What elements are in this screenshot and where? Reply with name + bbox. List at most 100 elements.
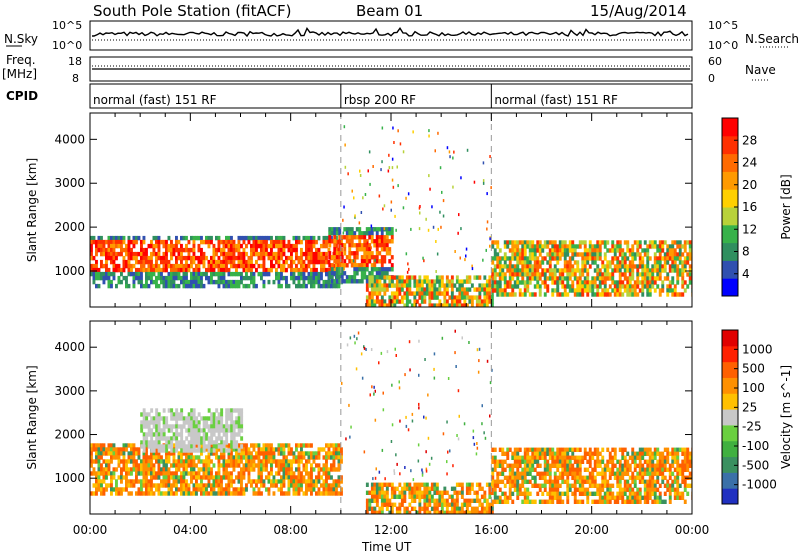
heatmap-cell (626, 499, 630, 504)
heatmap-cell (491, 499, 495, 504)
heatmap-cell (165, 475, 168, 480)
heatmap-cell (688, 256, 692, 261)
heatmap-cell (598, 459, 602, 464)
heatmap-cell (180, 448, 184, 453)
heatmap-cell (408, 510, 412, 514)
heatmap-cell (596, 471, 600, 476)
heatmap-cell (240, 436, 244, 441)
heatmap-cell (551, 499, 555, 504)
heatmap-cell (503, 467, 507, 472)
heatmap-cell (205, 447, 208, 452)
heatmap-cell (601, 447, 605, 452)
heatmap-cell (398, 502, 402, 507)
heatmap-cell (220, 424, 224, 429)
heatmap-cell (210, 428, 214, 433)
heatmap-cell (653, 451, 657, 456)
heatmap-cell (240, 459, 243, 464)
heatmap-cell (220, 408, 224, 413)
heatmap-cell (536, 451, 540, 456)
heatmap-cell (486, 359, 489, 363)
heatmap-cell (538, 244, 542, 249)
heatmap-cell (157, 475, 161, 480)
heatmap-cell (480, 299, 484, 304)
heatmap-cell (240, 491, 243, 496)
heatmap-cell (683, 455, 687, 460)
heatmap-cell (533, 256, 537, 261)
heatmap-cell (255, 239, 258, 245)
heatmap-cell (488, 494, 492, 499)
heatmap-cell (338, 243, 342, 248)
heatmap-cell (511, 471, 515, 476)
heatmap-cell (583, 479, 587, 484)
heatmap-cell (102, 471, 106, 476)
heatmap-cell (430, 494, 434, 499)
heatmap-cell (330, 475, 333, 480)
heatmap-cell (197, 424, 201, 429)
heatmap-cell (207, 235, 211, 241)
heatmap-cell (368, 502, 372, 507)
heatmap-cell (167, 243, 171, 249)
heatmap-cell (217, 424, 221, 429)
heatmap-cell (603, 483, 607, 488)
heatmap-cell (503, 459, 507, 464)
heatmap-cell (215, 436, 219, 441)
heatmap-cell (90, 459, 93, 464)
heatmap-cell (661, 248, 665, 253)
heatmap-cell (110, 475, 113, 480)
heatmap-cell (528, 276, 532, 281)
heatmap-cell (92, 483, 96, 488)
heatmap-cell (262, 283, 266, 289)
heatmap-cell (626, 288, 630, 293)
heatmap-cell (197, 467, 201, 472)
heatmap-cell (621, 499, 625, 504)
heatmap-cell (350, 235, 354, 240)
heatmap-cell (160, 483, 163, 488)
heatmap-cell (661, 499, 665, 504)
heatmap-cell (227, 475, 231, 480)
heatmap-cell (428, 291, 432, 296)
heatmap-cell (403, 482, 407, 487)
heatmap-cell (533, 292, 537, 297)
heatmap-cell (287, 487, 291, 492)
heatmap-cell (187, 239, 191, 245)
heatmap-cell (511, 256, 515, 261)
heatmap-cell (681, 268, 685, 273)
heatmap-cell (325, 271, 328, 277)
heatmap-cell (526, 288, 530, 293)
heatmap-cell (498, 280, 502, 285)
heatmap-cell (355, 243, 359, 248)
heatmap-cell (551, 451, 555, 456)
heatmap-cell (516, 463, 520, 468)
heatmap-cell (142, 475, 146, 480)
heatmap-cell (489, 381, 492, 385)
heatmap-cell (107, 247, 111, 253)
heatmap-cell (265, 443, 268, 448)
heatmap-cell (157, 491, 161, 496)
heatmap-cell (287, 447, 291, 452)
heatmap-cell (523, 495, 527, 500)
heatmap-cell (215, 428, 219, 433)
heatmap-cell (556, 280, 560, 285)
heatmap-cell (202, 471, 206, 476)
heatmap-cell (553, 491, 557, 496)
heatmap-cell (573, 292, 577, 297)
heatmap-cell (112, 263, 116, 269)
heatmap-cell (571, 240, 575, 245)
heatmap-cell (167, 428, 171, 433)
heatmap-cell (531, 244, 535, 249)
heatmap-cell (182, 463, 186, 468)
heatmap-cell (112, 247, 116, 253)
heatmap-cell (317, 447, 321, 452)
heatmap-cell (120, 451, 123, 456)
heatmap-cell (518, 260, 522, 265)
heatmap-cell (400, 279, 404, 284)
heatmap-cell (493, 467, 497, 472)
heatmap-cell (217, 267, 221, 273)
heatmap-cell (90, 247, 93, 253)
heatmap-cell (195, 267, 198, 273)
heatmap-cell (227, 483, 231, 488)
heatmap-cell (353, 243, 357, 248)
heatmap-cell (287, 463, 291, 468)
heatmap-cell (491, 240, 495, 245)
